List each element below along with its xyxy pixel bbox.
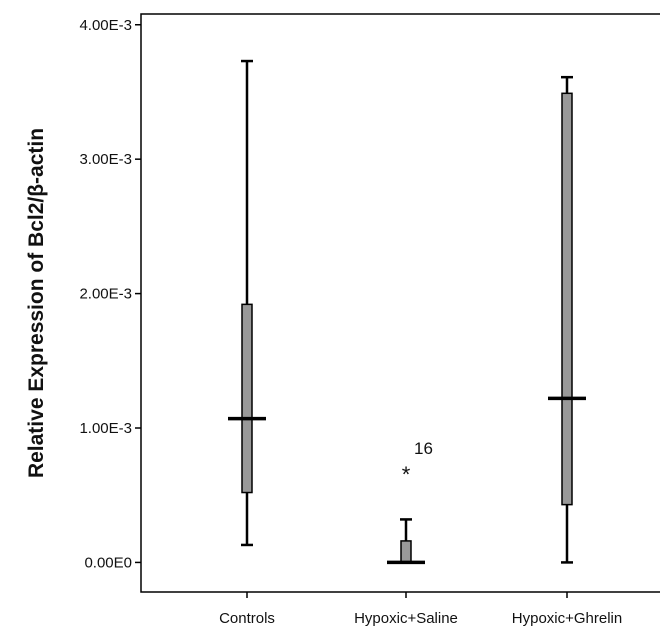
box-controls xyxy=(228,59,266,547)
y-tick-label: 0.00E0 xyxy=(84,554,132,571)
box-hypoxic-saline: *16 xyxy=(387,439,433,565)
y-tick-label: 4.00E-3 xyxy=(79,17,132,34)
y-tick-label: 2.00E-3 xyxy=(79,286,132,303)
iqr-box xyxy=(561,92,573,506)
iqr-box xyxy=(241,303,253,494)
x-category-label: Hypoxic+Saline xyxy=(354,610,458,627)
x-category-label: Hypoxic+Ghrelin xyxy=(512,610,622,627)
plot-area xyxy=(140,13,660,593)
outlier-marker: * xyxy=(402,462,411,487)
outlier-label: 16 xyxy=(414,439,433,458)
y-axis-title: Relative Expression of Bcl2/β-actin xyxy=(25,128,48,478)
x-axis: Controls Hypoxic+Saline Hypoxic+Ghrelin xyxy=(219,592,622,627)
box-hypoxic-ghrelin xyxy=(548,75,586,564)
iqr-box xyxy=(400,540,412,564)
boxes-layer: *16 xyxy=(228,59,586,565)
y-axis: 0.00E0 1.00E-3 2.00E-3 3.00E-3 4.00E-3 xyxy=(79,17,141,571)
x-category-label: Controls xyxy=(219,610,275,627)
y-tick-label: 3.00E-3 xyxy=(79,151,132,168)
y-tick-label: 1.00E-3 xyxy=(79,420,132,437)
